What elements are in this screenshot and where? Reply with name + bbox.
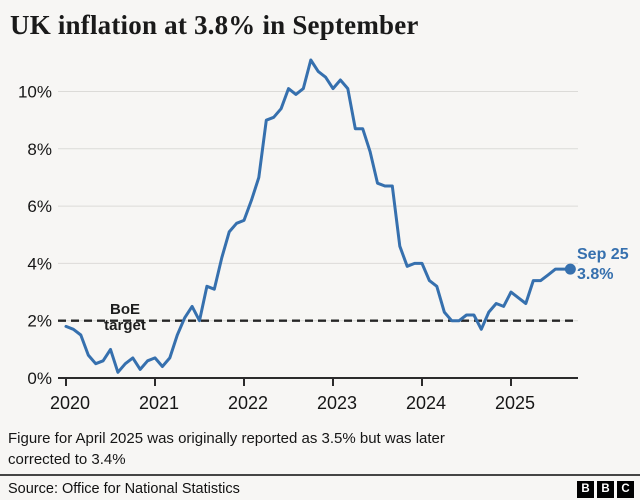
bbc-logo: B B C [577, 480, 634, 498]
svg-text:2025: 2025 [495, 393, 535, 413]
bbc-logo-block-3: C [617, 480, 634, 498]
chart-title: UK inflation at 3.8% in September [10, 10, 419, 40]
boe-target-label-line2: target [104, 317, 146, 334]
boe-target-label-line1: BoE [110, 301, 140, 318]
latest-value-date: Sep 25 [577, 246, 629, 263]
svg-text:0%: 0% [27, 369, 52, 388]
svg-text:6%: 6% [27, 197, 52, 216]
boe-target-label: BoE target [85, 302, 165, 334]
svg-text:2024: 2024 [406, 393, 446, 413]
bbc-logo-block-1: B [577, 480, 594, 498]
latest-value-annotation: Sep 25 3.8% [577, 245, 629, 285]
svg-text:2020: 2020 [50, 393, 90, 413]
svg-text:10%: 10% [18, 83, 52, 102]
svg-text:2021: 2021 [139, 393, 179, 413]
source-text: Source: Office for National Statistics [8, 481, 240, 497]
inflation-line-chart: 0% 2% 4% 6% 8% 10% 2020 2021 2022 2023 2024 2025 [18, 58, 578, 413]
svg-text:2%: 2% [27, 312, 52, 331]
svg-text:2022: 2022 [228, 393, 268, 413]
svg-text:8%: 8% [27, 140, 52, 159]
divider [0, 474, 640, 476]
source-bar: Source: Office for National Statistics B… [8, 478, 634, 500]
footnote: Figure for April 2025 was originally rep… [8, 430, 445, 468]
svg-text:4%: 4% [27, 254, 52, 273]
bbc-logo-block-2: B [597, 480, 614, 498]
latest-value-figure: 3.8% [577, 266, 614, 283]
svg-text:2023: 2023 [317, 393, 357, 413]
